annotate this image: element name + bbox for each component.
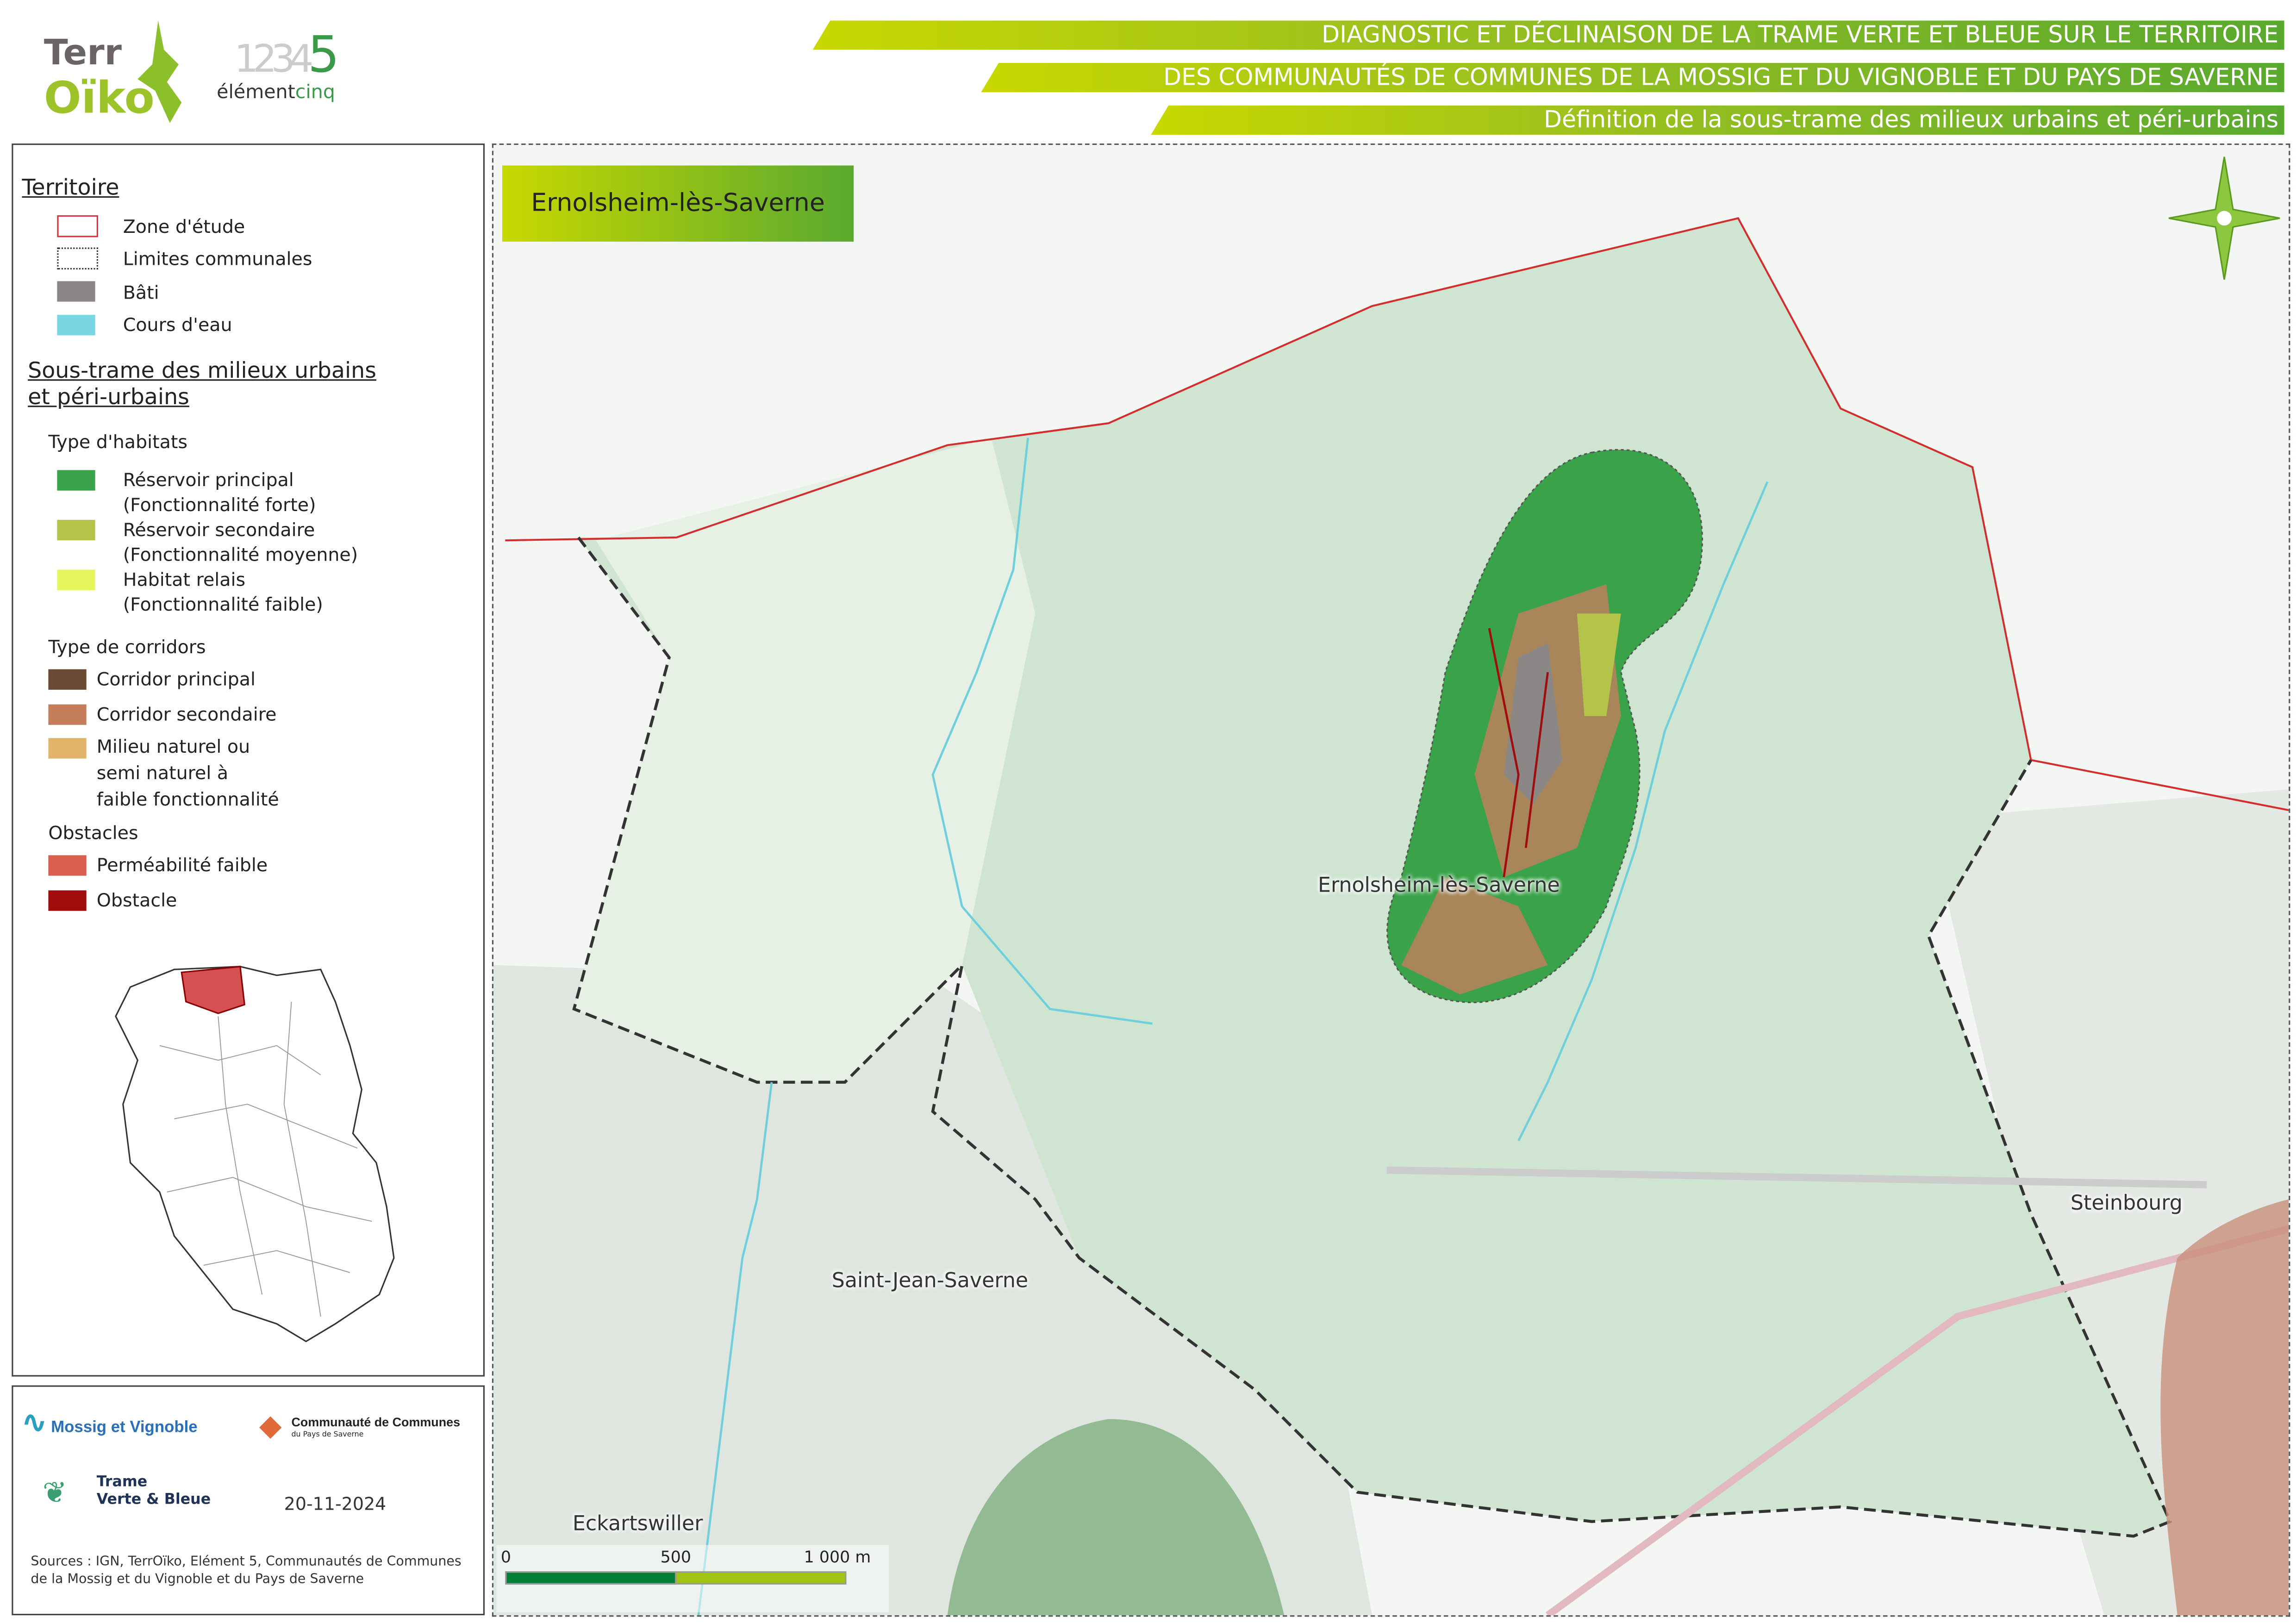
legend-label: Habitat relais — [123, 568, 246, 590]
corridors-title: Type de corridors — [48, 635, 206, 658]
scale-label: 500 — [660, 1548, 692, 1567]
terroiko-logo: Terr Oïko — [41, 20, 187, 125]
river — [697, 1082, 773, 1616]
place-label-ernolsheim: Ernolsheim-lès-Saverne — [1317, 874, 1560, 898]
compass-rose-icon — [2168, 156, 2280, 280]
reservoir-secondaire-swatch — [57, 519, 95, 541]
obstacles-title: Obstacles — [48, 821, 138, 844]
legend-label: Réservoir secondaire — [123, 518, 315, 541]
scale-label: 1 000 m — [804, 1548, 871, 1567]
legend-label: Corridor secondaire — [96, 703, 277, 725]
frog-icon — [137, 20, 182, 123]
credits-panel: ∿ Mossig et Vignoble ◆ Communauté de Com… — [12, 1385, 485, 1616]
limites-swatch — [57, 247, 98, 270]
legend-sublabel: (Fonctionnalité faible) — [123, 593, 323, 615]
legend-label: Bâti — [123, 281, 159, 303]
railway — [1386, 1166, 2207, 1189]
commune-title-box: Ernolsheim-lès-Saverne — [502, 165, 854, 242]
corridor-principal-swatch — [48, 669, 87, 690]
neighbour-urban-area — [947, 1419, 1285, 1616]
map-date: 20-11-2024 — [284, 1493, 387, 1514]
sources-text: Sources : IGN, TerrOïko, Elément 5, Comm… — [31, 1555, 462, 1588]
place-label-steinbourg: Steinbourg — [2070, 1192, 2183, 1216]
reservoir-principal-swatch — [57, 470, 95, 491]
map-canvas[interactable]: Ernolsheim-lès-Saverne Ernolsheim-lès-Sa… — [492, 144, 2290, 1617]
legend-label: Perméabilité faible — [96, 854, 268, 876]
legend-label: Obstacle — [96, 889, 177, 911]
permeabilite-faible-swatch — [48, 855, 87, 876]
legend-label: Milieu naturel ou — [96, 735, 250, 757]
bati-swatch — [57, 281, 95, 302]
legend-label: faible fonctionnalité — [96, 787, 279, 810]
bati-area — [1504, 643, 1563, 804]
habitats-title: Type d'habitats — [48, 431, 188, 453]
scale-label: 0 — [500, 1548, 511, 1567]
scale-bar: 0 500 1 000 m — [496, 1545, 889, 1612]
zone-etude-swatch — [57, 215, 98, 237]
milieu-naturel-swatch — [48, 738, 87, 759]
legend-territoire-title: Territoire — [22, 174, 119, 201]
legend-label: Zone d'étude — [123, 215, 245, 237]
legend-label: Cours d'eau — [123, 313, 232, 336]
zone-etude-boundary — [505, 217, 2289, 812]
study-area-highlight — [181, 966, 245, 1014]
map-layers — [493, 145, 2289, 1616]
title-line-1: DIAGNOSTIC ET DÉCLINAISON DE LA TRAME VE… — [812, 20, 2284, 50]
corridor-secondaire-swatch — [48, 704, 87, 725]
legend-label: Limites communales — [123, 247, 312, 270]
title-line-3: Définition de la sous-trame des milieux … — [1151, 105, 2284, 135]
legend-label: Réservoir principal — [123, 468, 294, 491]
element-cinq-logo: 12345 élémentcinq — [217, 26, 339, 104]
legend-sublabel: (Fonctionnalité moyenne) — [123, 543, 358, 566]
place-label-eckartswiller: Eckartswiller — [572, 1512, 703, 1537]
obstacle-swatch — [48, 890, 87, 911]
legend-soustrame-title: Sous-trame des milieux urbains et péri-u… — [28, 357, 376, 410]
river — [931, 437, 1153, 1025]
neighbour-urban-area — [2160, 1199, 2289, 1616]
place-label-saint-jean-saverne: Saint-Jean-Saverne — [831, 1269, 1029, 1293]
scale-segment-2 — [675, 1571, 847, 1585]
cours-eau-swatch — [57, 315, 95, 336]
habitat-relais-swatch — [57, 569, 95, 590]
mossig-vignoble-logo: ∿ Mossig et Vignoble — [22, 1407, 198, 1440]
title-line-2: DES COMMUNAUTÉS DE COMMUNES DE LA MOSSIG… — [981, 63, 2284, 93]
river — [1517, 481, 1769, 1142]
locator-map — [115, 966, 395, 1343]
legend-sublabel: (Fonctionnalité forte) — [123, 493, 316, 516]
legend-panel: Territoire Zone d'étude Limites communal… — [12, 144, 485, 1377]
legend-label: Corridor principal — [96, 668, 256, 690]
obstacle-line — [1488, 628, 1549, 878]
legend-label: semi naturel à — [96, 761, 229, 784]
scale-segment-1 — [505, 1571, 677, 1585]
